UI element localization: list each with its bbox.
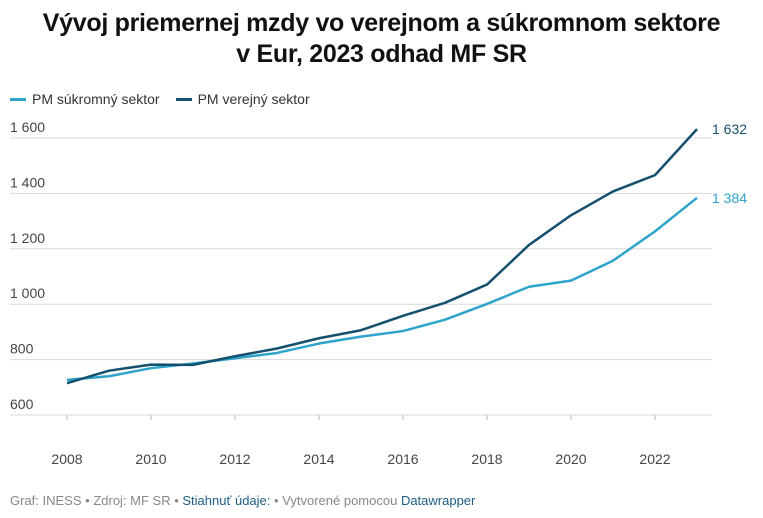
datawrapper-link[interactable]: Datawrapper <box>400 493 476 508</box>
legend-item-public: PM verejný sektor <box>175 91 310 107</box>
end-label-public: 1 632 <box>712 121 747 137</box>
y-tick-label: 1 400 <box>10 174 45 190</box>
x-tick-label: 2014 <box>303 451 334 467</box>
y-tick-label: 600 <box>10 396 34 412</box>
legend-swatch-public <box>175 97 192 101</box>
footer-graf: Graf: INESS <box>10 493 82 508</box>
x-tick-label: 2008 <box>51 451 82 467</box>
legend-label-private: PM súkromný sektor <box>32 91 160 107</box>
x-tick-label: 2020 <box>555 451 586 467</box>
legend-label-public: PM verejný sektor <box>197 91 310 107</box>
footer-created: Vytvorené pomocou <box>282 493 398 508</box>
footer-source: Zdroj: MF SR <box>93 493 171 508</box>
y-tick-label: 1 200 <box>10 230 45 246</box>
legend: PM súkromný sektor PM verejný sektor <box>10 91 310 107</box>
x-tick-label: 2010 <box>135 451 166 467</box>
legend-item-private: PM súkromný sektor <box>10 91 160 107</box>
x-tick-label: 2012 <box>219 451 250 467</box>
x-tick-label: 2022 <box>639 451 670 467</box>
series-line-private <box>66 196 698 382</box>
footer-sep: • <box>81 493 94 508</box>
series-line-public <box>66 128 698 385</box>
x-tick-label: 2018 <box>471 451 502 467</box>
end-label-private: 1 384 <box>712 190 747 206</box>
footer-sep: • <box>270 493 283 508</box>
y-tick-label: 1 000 <box>10 285 45 301</box>
y-tick-label: 800 <box>10 341 34 357</box>
y-tick-label: 1 600 <box>10 119 45 135</box>
legend-swatch-private <box>10 97 26 101</box>
footer-sep: • <box>170 493 183 508</box>
chart-title: Vývoj priemernej mzdy vo verejnom a súkr… <box>0 8 763 70</box>
download-data-link[interactable]: Stiahnuť údaje: <box>182 493 271 508</box>
title-line-1: Vývoj priemernej mzdy vo verejnom a súkr… <box>42 9 721 37</box>
x-tick-label: 2016 <box>387 451 418 467</box>
footer: Graf: INESS • Zdroj: MF SR • Stiahnuť úd… <box>10 493 475 508</box>
title-line-2: v Eur, 2023 odhad MF SR <box>236 40 527 68</box>
